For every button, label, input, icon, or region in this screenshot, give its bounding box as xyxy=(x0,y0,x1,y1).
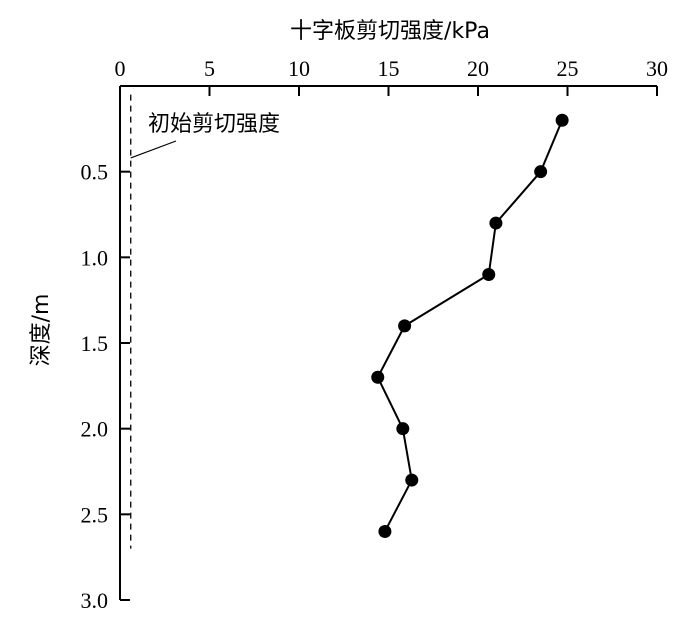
y-tick-label: 3.0 xyxy=(81,588,109,613)
data-point xyxy=(371,370,385,384)
y-axis: 0.5 1.0 1.5 2.0 2.5 3.0 xyxy=(81,86,130,613)
x-tick-label: 20 xyxy=(467,56,489,81)
x-tick-label: 10 xyxy=(288,56,310,81)
y-tick-label: 1.5 xyxy=(81,331,109,356)
reference-label: 初始剪切强度 xyxy=(148,112,280,137)
y-tick-label: 2.0 xyxy=(81,417,109,442)
data-point xyxy=(534,165,548,179)
data-point xyxy=(396,422,410,436)
series-layer xyxy=(371,113,569,538)
y-tick-label: 1.0 xyxy=(81,245,109,270)
x-tick-label: 30 xyxy=(646,56,668,81)
x-axis: 0 5 10 15 20 25 30 xyxy=(115,56,668,96)
x-tick-label: 0 xyxy=(115,56,126,81)
y-tick-label: 0.5 xyxy=(81,160,109,185)
y-tick-label: 2.5 xyxy=(81,502,109,527)
y-axis-title: 深度/m xyxy=(29,294,54,367)
x-tick-label: 5 xyxy=(204,56,215,81)
data-point xyxy=(489,216,503,230)
data-point xyxy=(405,473,419,487)
x-tick-label: 25 xyxy=(557,56,579,81)
data-point xyxy=(555,113,569,127)
reference-line-group: 初始剪切强度 xyxy=(130,94,280,549)
reference-leader-line xyxy=(130,140,177,159)
data-point xyxy=(378,524,392,538)
data-point xyxy=(398,319,412,333)
x-axis-title: 十字板剪切强度/kPa xyxy=(290,19,490,44)
data-point xyxy=(482,267,496,281)
x-tick-label: 15 xyxy=(378,56,400,81)
